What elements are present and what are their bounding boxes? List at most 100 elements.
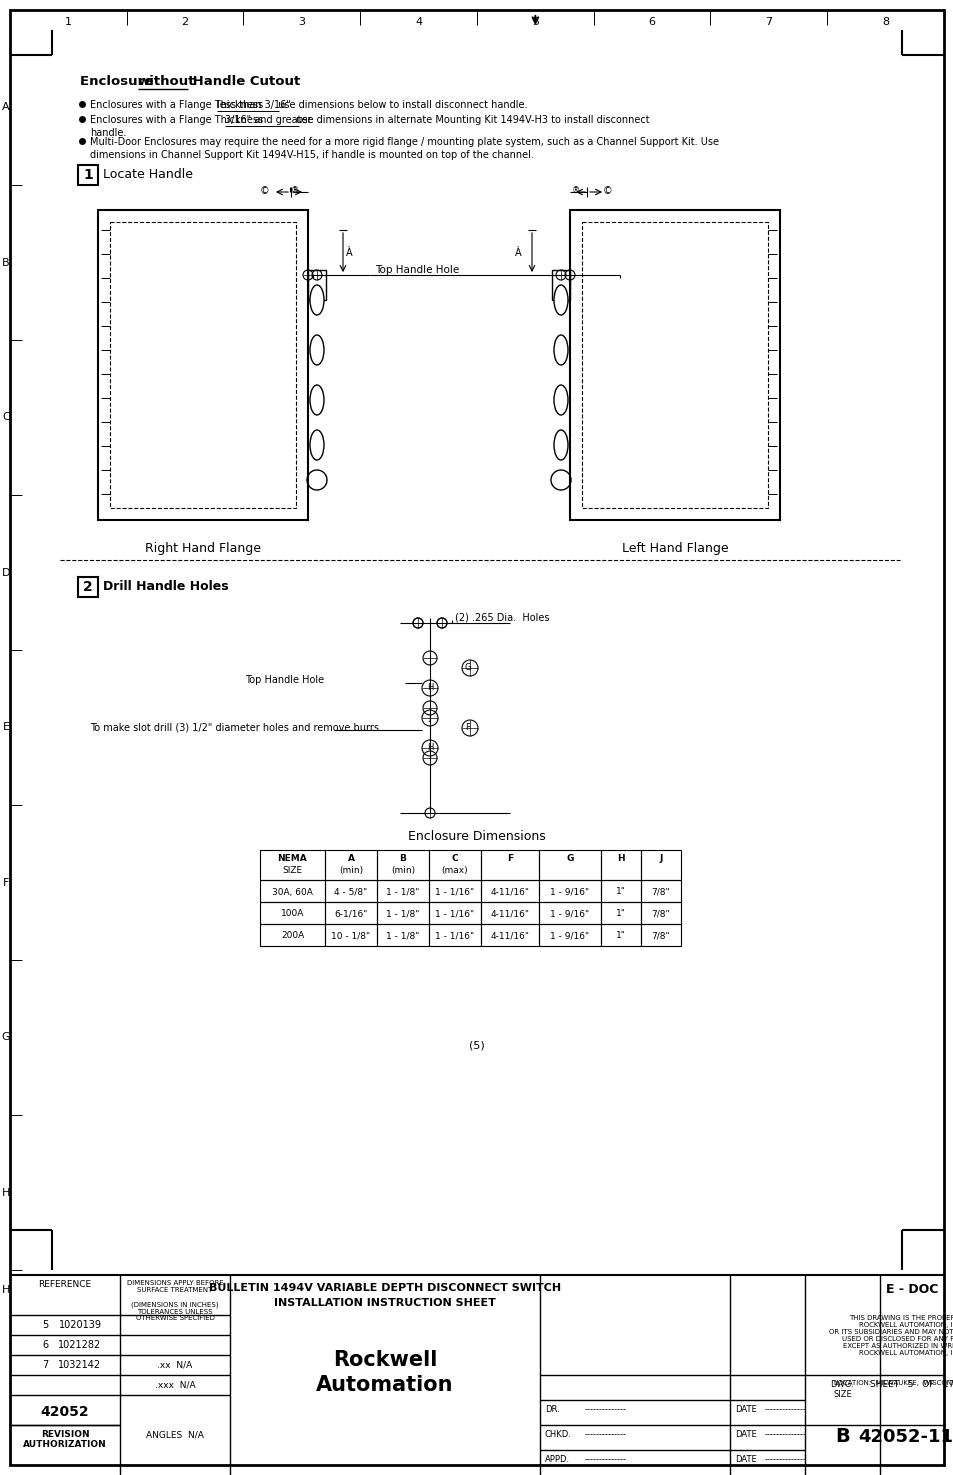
Text: (min): (min) [391,866,415,875]
Ellipse shape [310,335,324,364]
Text: D: D [2,568,10,578]
Text: Enclosure Dimensions: Enclosure Dimensions [408,830,545,844]
Text: 1020139: 1020139 [58,1320,101,1330]
Text: 42052: 42052 [41,1406,90,1419]
Text: 1 - 9/16": 1 - 9/16" [550,888,589,897]
Text: 1": 1" [616,910,625,919]
Text: Drill Handle Holes: Drill Handle Holes [103,580,229,593]
Bar [325,881,376,903]
Text: 1 - 1/16": 1 - 1/16" [435,888,474,897]
Text: SHEET   5   OF   17: SHEET 5 OF 17 [869,1381,953,1389]
Text: 1 - 9/16": 1 - 9/16" [550,910,589,919]
Text: use dimensions in alternate Mounting Kit 1494V-H3 to install disconnect: use dimensions in alternate Mounting Kit… [293,115,649,125]
Ellipse shape [310,431,324,460]
Text: 1 - 1/16": 1 - 1/16" [435,910,474,919]
Text: 7/8": 7/8" [651,888,670,897]
Text: 5: 5 [42,1320,48,1330]
Text: Left Hand Flange: Left Hand Flange [621,541,727,555]
Text: NEMA: NEMA [277,854,307,863]
Text: 7/8": 7/8" [651,932,670,941]
Text: 5: 5 [532,18,538,27]
Bar [569,209,780,521]
Bar [78,577,98,597]
Text: CHKD.: CHKD. [544,1429,571,1440]
Text: THIS DRAWING IS THE PROPERTY OF
ROCKWELL AUTOMATION, INC.
OR ITS SUBSIDIARIES AN: THIS DRAWING IS THE PROPERTY OF ROCKWELL… [828,1316,953,1356]
Bar [429,850,480,881]
Text: LOCATION:  MILWAUKEE,  WISCONSIN  U.S.A.: LOCATION: MILWAUKEE, WISCONSIN U.S.A. [834,1381,953,1386]
Text: --------------: -------------- [584,1454,626,1465]
Text: To make slot drill (3) 1/2" diameter holes and remove burrs: To make slot drill (3) 1/2" diameter hol… [90,723,378,733]
Text: B: B [834,1426,849,1446]
Text: less than 3/16": less than 3/16" [216,100,291,111]
Text: --------------: -------------- [764,1406,806,1415]
Text: DATE: DATE [734,1406,756,1415]
Bar [640,850,680,881]
Text: DR.: DR. [544,1406,559,1415]
Text: DWG.
SIZE: DWG. SIZE [830,1381,854,1400]
Bar [376,881,429,903]
Text: À: À [515,248,521,258]
Bar [538,903,600,923]
Text: 4-11/16": 4-11/16" [490,910,529,919]
Text: ®: ® [571,186,579,195]
Text: .xxx  N/A: .xxx N/A [154,1381,195,1389]
Text: (5): (5) [469,1040,484,1050]
Text: 1: 1 [83,168,92,181]
Text: Enclosures with a Flange Thickness: Enclosures with a Flange Thickness [90,100,266,111]
Text: H: H [617,854,624,863]
Text: 8: 8 [882,18,888,27]
Bar [325,850,376,881]
Text: F: F [465,724,470,733]
Text: 4: 4 [415,18,422,27]
Text: B: B [399,854,406,863]
Text: 1032142: 1032142 [58,1360,101,1370]
Bar [429,923,480,945]
Bar [581,223,767,507]
Text: 1: 1 [65,18,71,27]
Text: 2: 2 [181,18,189,27]
Text: SIZE: SIZE [282,866,302,875]
Text: INSTALLATION INSTRUCTION SHEET: INSTALLATION INSTRUCTION SHEET [274,1298,496,1308]
Text: 30A, 60A: 30A, 60A [272,888,313,897]
Bar [308,270,326,299]
Text: 7: 7 [42,1360,48,1370]
Bar [538,881,600,903]
Text: use dimensions below to install disconnect handle.: use dimensions below to install disconne… [274,100,527,111]
Bar [260,923,325,945]
Text: (max): (max) [441,866,468,875]
Text: À: À [346,248,353,258]
Ellipse shape [554,385,567,414]
Text: H: H [426,743,433,752]
Bar [480,923,538,945]
Bar [260,903,325,923]
Bar [376,903,429,923]
Text: --------------: -------------- [764,1454,806,1465]
Bar [600,881,640,903]
Text: REFERENCE: REFERENCE [38,1280,91,1289]
Text: DATE: DATE [734,1429,756,1440]
Text: --------------: -------------- [584,1429,626,1440]
Text: 3: 3 [298,18,305,27]
Bar [480,850,538,881]
Bar [429,903,480,923]
Text: C: C [2,413,10,422]
Text: C: C [451,854,457,863]
Text: G: G [566,854,573,863]
Bar [78,165,98,184]
Text: 42052-116: 42052-116 [858,1428,953,1446]
Text: ©: © [602,186,612,196]
Text: ©: © [260,186,270,196]
Text: 1 - 1/8": 1 - 1/8" [386,932,419,941]
Bar [640,923,680,945]
Ellipse shape [310,285,324,316]
Text: H: H [426,683,433,692]
Bar [429,881,480,903]
Bar [376,923,429,945]
Text: 6: 6 [42,1339,48,1350]
Text: 7/8": 7/8" [651,910,670,919]
Text: 6-1/16": 6-1/16" [334,910,367,919]
Text: ANGLES  N/A: ANGLES N/A [146,1429,204,1440]
Text: F: F [506,854,513,863]
Text: Enclosure: Enclosure [80,75,157,88]
Text: 1 - 1/8": 1 - 1/8" [386,910,419,919]
